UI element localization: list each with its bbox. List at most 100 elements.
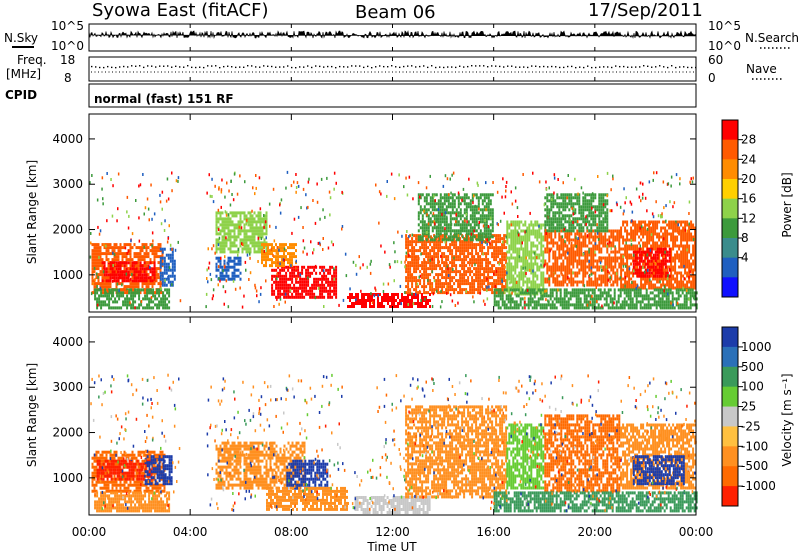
range-cell [536,254,538,257]
range-cell [618,263,620,266]
range-cell [455,243,457,246]
range-cell [418,235,420,238]
range-cell [489,288,491,291]
range-cell [397,293,399,296]
range-cell [626,236,628,239]
range-cell [427,302,429,305]
range-cell [602,269,604,272]
range-cell [570,278,572,281]
range-cell [642,263,644,266]
range-cell [469,258,471,261]
range-cell [672,248,674,251]
range-cell [558,220,560,223]
range-cell [106,285,108,288]
range-cell [469,270,471,273]
range-cell [265,264,267,267]
range-cell [174,266,176,269]
range-cell [608,254,610,257]
range-cell [518,242,520,245]
range-cell [568,199,570,202]
range-cell [158,249,160,252]
range-cell [654,245,656,248]
range-cell [485,261,487,264]
range-cell [477,291,479,294]
range-cell [216,244,218,247]
range-cell [128,297,130,300]
range-cell [528,227,530,230]
range-cell [592,263,594,266]
range-cell [688,251,690,254]
range-cell [102,294,104,297]
range-cell [252,214,254,217]
range-cell [140,288,142,291]
range-cell [458,223,460,226]
range-cell [584,199,586,202]
range-cell [578,211,580,214]
range-cell [526,233,528,236]
range-cell [443,264,445,267]
range-cell [639,275,641,278]
range-cell [542,257,544,260]
range-cell [674,269,676,272]
range-cell [126,255,128,258]
range-cell [674,281,676,284]
range-cell [620,284,622,287]
range-cell [411,246,413,249]
range-cell [512,248,514,251]
range-cell [335,278,337,281]
range-cell [690,224,692,227]
range-cell [630,236,632,239]
range-cell [682,221,684,224]
range-cell [271,293,273,296]
freq-dot [439,66,440,67]
range-cell [166,297,168,300]
range-cell [421,273,423,276]
range-cell [492,226,494,229]
freq-dot [627,67,628,68]
range-cell [369,296,371,299]
range-cell [684,284,686,287]
range-cell [248,223,250,226]
range-cell [647,266,649,269]
range-cell [487,261,489,264]
range-cell [452,205,454,208]
range-cell [558,269,560,272]
range-cell [570,226,572,229]
range-cell [524,263,526,266]
range-cell [452,229,454,232]
range-cell [632,248,634,251]
range-cell [138,288,140,291]
range-cell [467,276,469,279]
range-cell [554,214,556,217]
freq-dot [399,67,400,68]
range-cell [381,305,383,308]
range-cell [660,284,662,287]
range-cell [556,248,558,251]
range-cell [456,217,458,220]
range-cell [476,229,478,232]
range-cell [261,252,263,255]
range-cell [216,257,218,260]
range-cell [686,233,688,236]
range-cell [598,248,600,251]
range-cell [363,305,365,308]
range-cell [144,252,146,255]
range-cell [449,249,451,252]
range-cell [415,249,417,252]
range-cell [250,214,252,217]
range-cell [532,284,534,287]
range-cell [594,239,596,242]
range-cell [234,257,236,260]
range-cell [469,273,471,276]
range-cell [470,205,472,208]
range-cell [289,284,291,287]
freq-dot [347,66,348,67]
range-cell [584,254,586,257]
range-cell [128,267,130,270]
range-cell [234,266,236,269]
range-cell [349,299,351,302]
range-cell [568,260,570,263]
range-cell [134,276,136,279]
range-cell [639,257,641,260]
range-cell [454,229,456,232]
